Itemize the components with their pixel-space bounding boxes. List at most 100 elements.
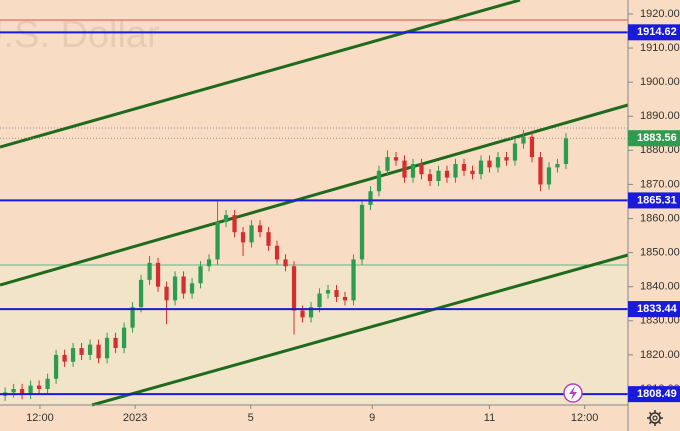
- y-tick-label: 1920.00: [640, 8, 680, 20]
- candle-body: [300, 310, 305, 318]
- candle-body: [19, 388, 25, 395]
- candle-body: [376, 170, 382, 192]
- level-label-box: [628, 192, 680, 209]
- candle-body: [121, 327, 127, 349]
- candle-body: [181, 276, 186, 294]
- x-tick-label: 12:00: [26, 412, 54, 424]
- candle-body: [172, 276, 178, 301]
- candle-body: [436, 170, 441, 182]
- candle-body: [266, 232, 271, 246]
- trend-line: [91, 253, 629, 407]
- candle-body: [410, 163, 416, 178]
- lightning: [569, 386, 577, 400]
- candle-body: [138, 279, 144, 308]
- candle-body: [325, 290, 331, 294]
- candle-body: [291, 266, 297, 311]
- candle-body: [427, 174, 433, 182]
- candle-body: [283, 259, 288, 267]
- candle-body: [155, 262, 161, 287]
- last-price-label: 1883.56: [637, 132, 677, 144]
- x-tick-label: 5: [248, 412, 254, 424]
- grid: [39, 13, 633, 409]
- candle-body: [249, 225, 254, 243]
- candle-body: [232, 215, 237, 233]
- level-label-box: [628, 301, 680, 318]
- candle-body: [28, 385, 33, 395]
- level-label-box: [628, 24, 680, 41]
- candle-body: [206, 259, 212, 267]
- candle-body: [351, 259, 356, 301]
- candle-body: [130, 307, 135, 328]
- candle-body: [385, 157, 390, 171]
- candle-body: [444, 170, 450, 178]
- trend-line: [0, 0, 521, 149]
- candle-body: [240, 232, 246, 243]
- candle-body: [189, 283, 195, 294]
- price-axis-bg: [628, 0, 680, 431]
- candle-body: [308, 307, 314, 318]
- x-tick-label: 2023: [123, 412, 147, 424]
- candle-body: [368, 191, 373, 205]
- candle-body: [11, 388, 16, 393]
- candle-body: [198, 266, 203, 284]
- y-tick-label: 1850.00: [640, 247, 680, 259]
- candle-body: [62, 354, 67, 362]
- candle-body: [317, 293, 322, 308]
- time-axis-bg: [0, 405, 628, 431]
- candle-body: [521, 136, 526, 144]
- candle-body: [147, 262, 152, 280]
- candle-body: [461, 163, 467, 171]
- candle-body: [529, 136, 535, 158]
- y-tick-label: 1870.00: [640, 178, 680, 190]
- candle-body: [453, 163, 458, 178]
- levels: [0, 31, 628, 396]
- watermark: U.S. Dollar: [0, 14, 160, 56]
- candle-body: [87, 344, 93, 355]
- candle-body: [36, 385, 42, 389]
- candle-body: [113, 337, 118, 349]
- candle-body: [555, 163, 560, 168]
- x-tick-label: 12:00: [571, 412, 599, 424]
- candle-body: [393, 157, 399, 161]
- x-tick-label: 9: [369, 412, 375, 424]
- candle-body: [70, 348, 76, 362]
- y-tick-label: 1900.00: [640, 76, 680, 88]
- y-tick-label: 1830.00: [640, 315, 680, 327]
- y-tick-label: 1840.00: [640, 281, 680, 293]
- candle-body: [470, 170, 475, 175]
- candle-body: [538, 157, 543, 185]
- candle-body: [215, 221, 220, 260]
- level-label: 1865.31: [637, 194, 677, 206]
- candle-body: [79, 348, 84, 355]
- y-tick-label: 1860.00: [640, 212, 680, 224]
- x-tick-label: 11: [484, 412, 495, 424]
- candle-body: [402, 160, 407, 178]
- candle-body: [274, 245, 280, 260]
- candle-body: [45, 378, 50, 389]
- last-price-box: [628, 130, 680, 147]
- candle-body: [359, 204, 365, 260]
- candle-body: [563, 138, 569, 164]
- candle-body: [164, 286, 169, 301]
- candle-body: [495, 157, 501, 168]
- y-tick-label: 1890.00: [640, 110, 680, 122]
- settings-icon[interactable]: [647, 410, 663, 426]
- candle-body: [504, 157, 509, 161]
- candle-body: [342, 296, 348, 301]
- candle-body: [223, 215, 229, 222]
- candle-body: [487, 160, 492, 168]
- candle-body: [512, 143, 518, 161]
- candle-body: [257, 225, 263, 233]
- level-label: 1833.44: [637, 303, 678, 315]
- candles: [2, 129, 569, 401]
- candle-body: [334, 290, 339, 297]
- candle-body: [546, 167, 552, 185]
- level-label: 1914.62: [637, 26, 677, 38]
- candle-body: [104, 337, 110, 359]
- level-label-box: [628, 386, 680, 403]
- y-tick-label: 1910.00: [640, 42, 680, 54]
- y-tick-label: 1880.00: [640, 144, 680, 156]
- y-tick-label: 1820.00: [640, 349, 680, 361]
- candle-body: [419, 163, 424, 175]
